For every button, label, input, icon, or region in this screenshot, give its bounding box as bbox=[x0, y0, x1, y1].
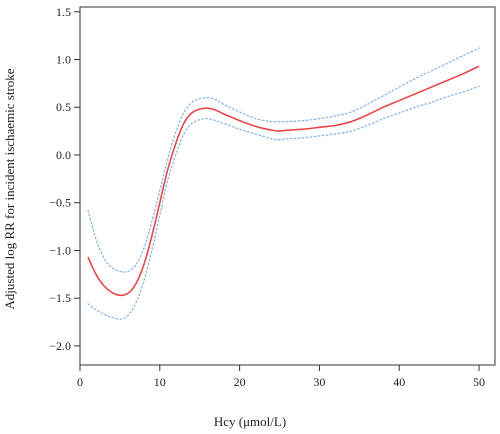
y-tick-label: −0.5 bbox=[49, 196, 71, 210]
estimate-line bbox=[87, 65, 480, 297]
x-tick-label: 20 bbox=[234, 375, 246, 389]
y-tick-label: 1.0 bbox=[56, 53, 71, 67]
ci-upper-line bbox=[87, 47, 480, 273]
y-tick-label: 0.5 bbox=[56, 100, 71, 114]
x-tick-label: 40 bbox=[393, 375, 405, 389]
x-tick-label: 30 bbox=[313, 375, 325, 389]
x-axis: 0 10 20 30 40 50 bbox=[77, 365, 485, 389]
y-tick-label: −1.5 bbox=[49, 291, 71, 305]
plot-frame bbox=[79, 6, 496, 366]
series-layer bbox=[87, 47, 480, 320]
ci-lower-line bbox=[87, 85, 480, 320]
y-tick-label: −2.0 bbox=[49, 339, 71, 353]
y-tick-label: 1.5 bbox=[56, 5, 71, 19]
x-tick-label: 50 bbox=[473, 375, 485, 389]
y-tick-label: 0.0 bbox=[56, 148, 71, 162]
y-axis-title: Adjusted log RR for incident ischaemic s… bbox=[2, 68, 17, 309]
y-tick-label: −1.0 bbox=[49, 243, 71, 257]
y-axis: −2.0 −1.5 −1.0 −0.5 0.0 0.5 1.0 1.5 bbox=[49, 5, 80, 353]
x-tick-label: 10 bbox=[154, 375, 166, 389]
x-tick-label: 0 bbox=[77, 375, 83, 389]
x-axis-title: Hcy (μmol/L) bbox=[214, 414, 286, 429]
